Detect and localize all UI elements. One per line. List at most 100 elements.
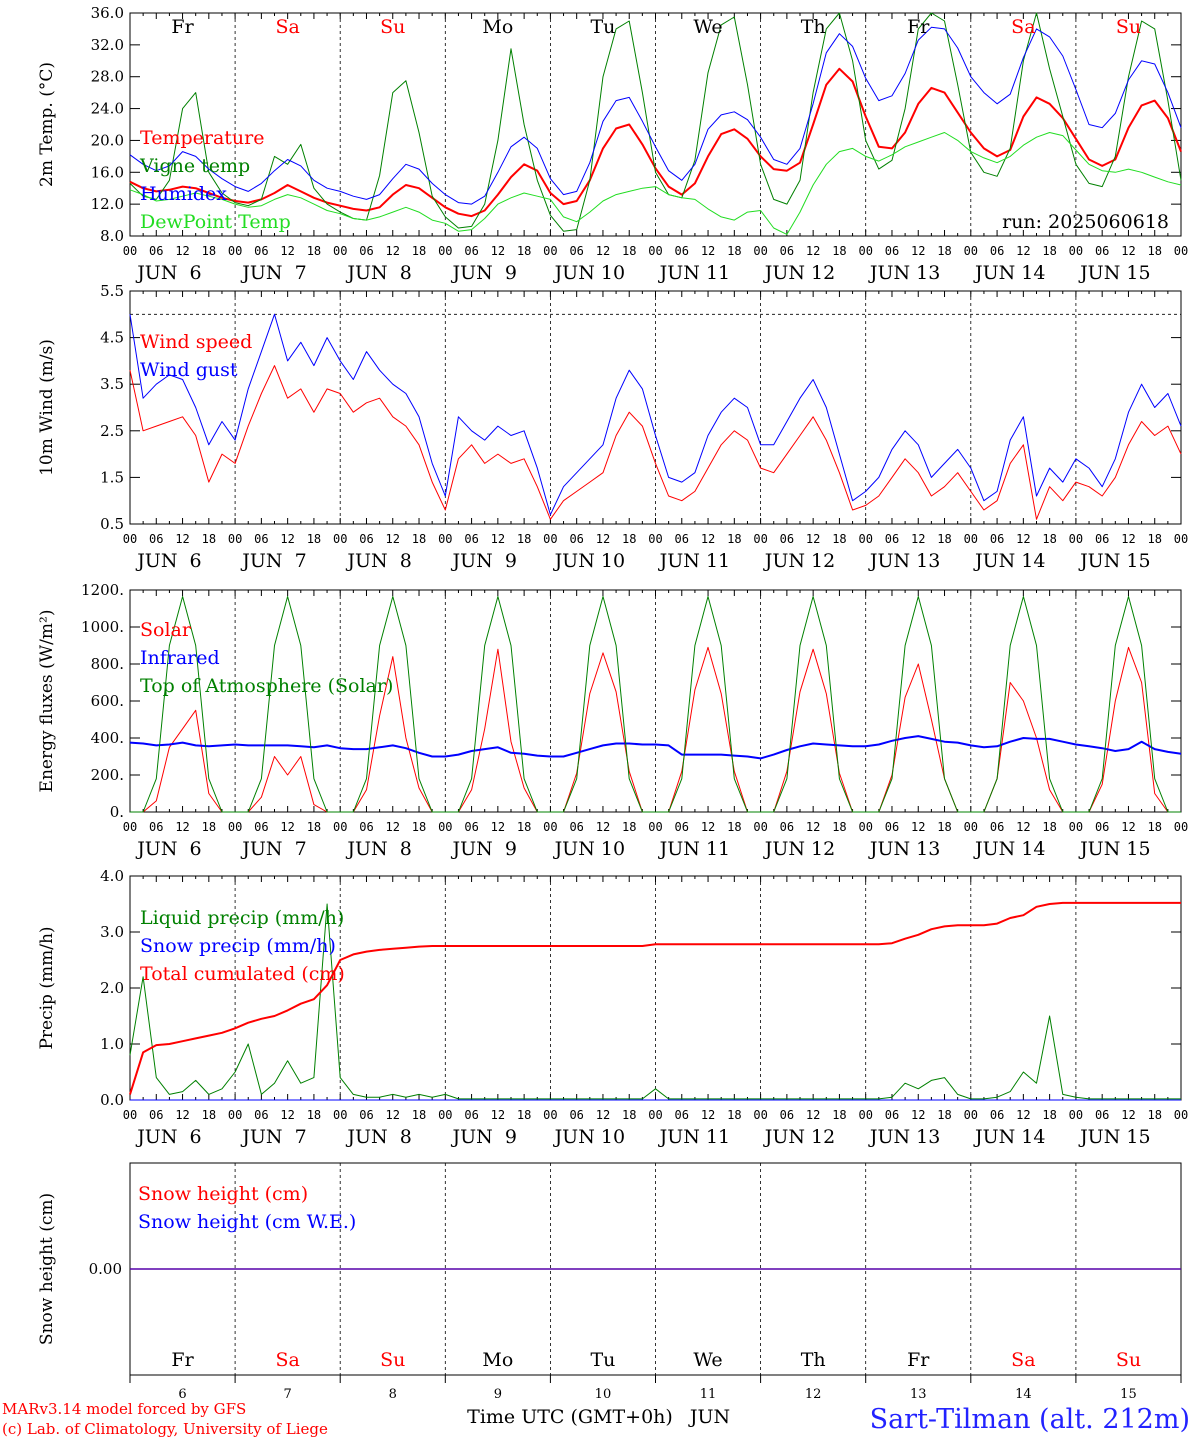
day-number: 6	[178, 1387, 186, 1402]
legend-entry: Wind gust	[140, 359, 238, 381]
hour-label: 06	[464, 1108, 478, 1122]
hour-label: 18	[517, 820, 531, 834]
hour-label: 18	[202, 532, 216, 546]
hour-label: 12	[806, 820, 820, 834]
hour-label: 00	[858, 820, 872, 834]
weekday-label: Fr	[171, 16, 194, 38]
day-number: 10	[595, 1387, 612, 1402]
hour-label: 12	[596, 1108, 610, 1122]
hour-label: 06	[885, 244, 899, 258]
y-tick-label: 3.0	[100, 923, 124, 941]
hour-label: 18	[622, 244, 636, 258]
hour-label: 18	[937, 820, 951, 834]
hour-label: 00	[648, 244, 662, 258]
day-number: 11	[700, 1387, 717, 1402]
weekday-label: Tu	[590, 1349, 615, 1371]
hour-label: 00	[228, 532, 242, 546]
legend-entry: Temperature	[140, 127, 264, 149]
date-label: JUN 11	[658, 1126, 730, 1148]
hour-label: 18	[622, 532, 636, 546]
hour-label: 12	[1016, 532, 1030, 546]
hour-label: 06	[149, 532, 163, 546]
hour-label: 18	[727, 820, 741, 834]
date-label: JUN 9	[451, 262, 517, 284]
wind-y-axis-label: 10m Wind (m/s)	[37, 339, 57, 476]
series-line-2	[129, 901, 1181, 1095]
date-label: JUN 10	[553, 838, 625, 860]
hour-label: 06	[569, 820, 583, 834]
footer: Time UTC (GMT+0h) JUN MARv3.14 model for…	[2, 1400, 1190, 1438]
weekday-label: Fr	[171, 1349, 194, 1371]
hour-label: 18	[1042, 532, 1056, 546]
y-tick-label: 2.0	[100, 979, 124, 997]
day-number: 7	[284, 1387, 292, 1402]
hour-label: 06	[464, 820, 478, 834]
date-label: JUN 6	[135, 838, 201, 860]
hour-label: 18	[937, 244, 951, 258]
legend-entry: Wind speed	[140, 331, 252, 353]
date-label: JUN 9	[451, 838, 517, 860]
weekday-label: Mo	[482, 1349, 513, 1371]
hour-label: 06	[149, 244, 163, 258]
hour-label: 12	[491, 532, 505, 546]
date-label: JUN 11	[658, 550, 730, 572]
hour-label: 06	[149, 820, 163, 834]
hour-label: 06	[359, 1108, 373, 1122]
hour-label: 12	[175, 1108, 189, 1122]
hour-label: 12	[175, 820, 189, 834]
hour-label: 06	[885, 532, 899, 546]
hour-label: 12	[280, 820, 294, 834]
hour-label: 06	[990, 532, 1004, 546]
hour-label: 18	[937, 1108, 951, 1122]
hour-label: 00	[123, 532, 137, 546]
y-tick-label: 0.00	[89, 1260, 122, 1278]
temperature-frame	[129, 12, 1182, 237]
hour-label: 18	[307, 1108, 321, 1122]
hour-label: 12	[280, 532, 294, 546]
hour-label: 18	[727, 244, 741, 258]
hour-label: 18	[307, 820, 321, 834]
date-label: JUN 12	[763, 838, 835, 860]
hour-label: 18	[202, 820, 216, 834]
legend-entry: Top of Atmosphere (Solar)	[140, 675, 393, 697]
weekday-label: Sa	[1011, 1349, 1035, 1371]
date-label: JUN 15	[1078, 1126, 1150, 1148]
hour-label: 18	[412, 244, 426, 258]
hour-label: 18	[832, 244, 846, 258]
hour-label: 00	[543, 532, 557, 546]
day-number: 12	[805, 1387, 822, 1402]
hour-label: 18	[832, 1108, 846, 1122]
y-tick-label: 12.0	[91, 195, 124, 213]
hour-label: 12	[280, 244, 294, 258]
y-tick-label: 1.0	[100, 1035, 124, 1053]
hour-label: 00	[543, 820, 557, 834]
hour-label: 12	[701, 244, 715, 258]
hour-label: 00	[123, 1108, 137, 1122]
date-label: JUN 6	[135, 262, 201, 284]
date-label: JUN 14	[973, 1126, 1045, 1148]
hour-label: 12	[701, 532, 715, 546]
hour-label: 06	[885, 820, 899, 834]
hour-label: 12	[596, 244, 610, 258]
hour-label: 00	[648, 820, 662, 834]
model-credit: MARv3.14 model forced by GFS	[2, 1400, 246, 1418]
hour-label: 18	[1147, 820, 1161, 834]
legend-entry: Infrared	[140, 647, 220, 669]
hour-label: 12	[911, 244, 925, 258]
hour-label: 12	[1016, 820, 1030, 834]
weekday-label: Su	[1116, 1349, 1141, 1371]
hour-label: 12	[806, 532, 820, 546]
wind-panel: 0.5 1.5 2.5 3.5 4.5 5.5 10m Wind (m/s) Wind spe…	[37, 282, 1188, 572]
hour-label: 00	[1069, 244, 1083, 258]
date-label: JUN 7	[240, 838, 306, 860]
y-tick-label: 32.0	[91, 36, 124, 54]
hour-label: 18	[202, 1108, 216, 1122]
hour-label: 06	[780, 1108, 794, 1122]
y-tick-label: 8.0	[100, 227, 124, 245]
series-line-2	[130, 596, 1181, 813]
y-tick-label: 20.0	[91, 131, 124, 149]
legend-entry: Snow height (cm)	[138, 1183, 308, 1205]
hour-label: 12	[911, 532, 925, 546]
hour-label: 06	[359, 532, 373, 546]
hour-label: 06	[464, 244, 478, 258]
